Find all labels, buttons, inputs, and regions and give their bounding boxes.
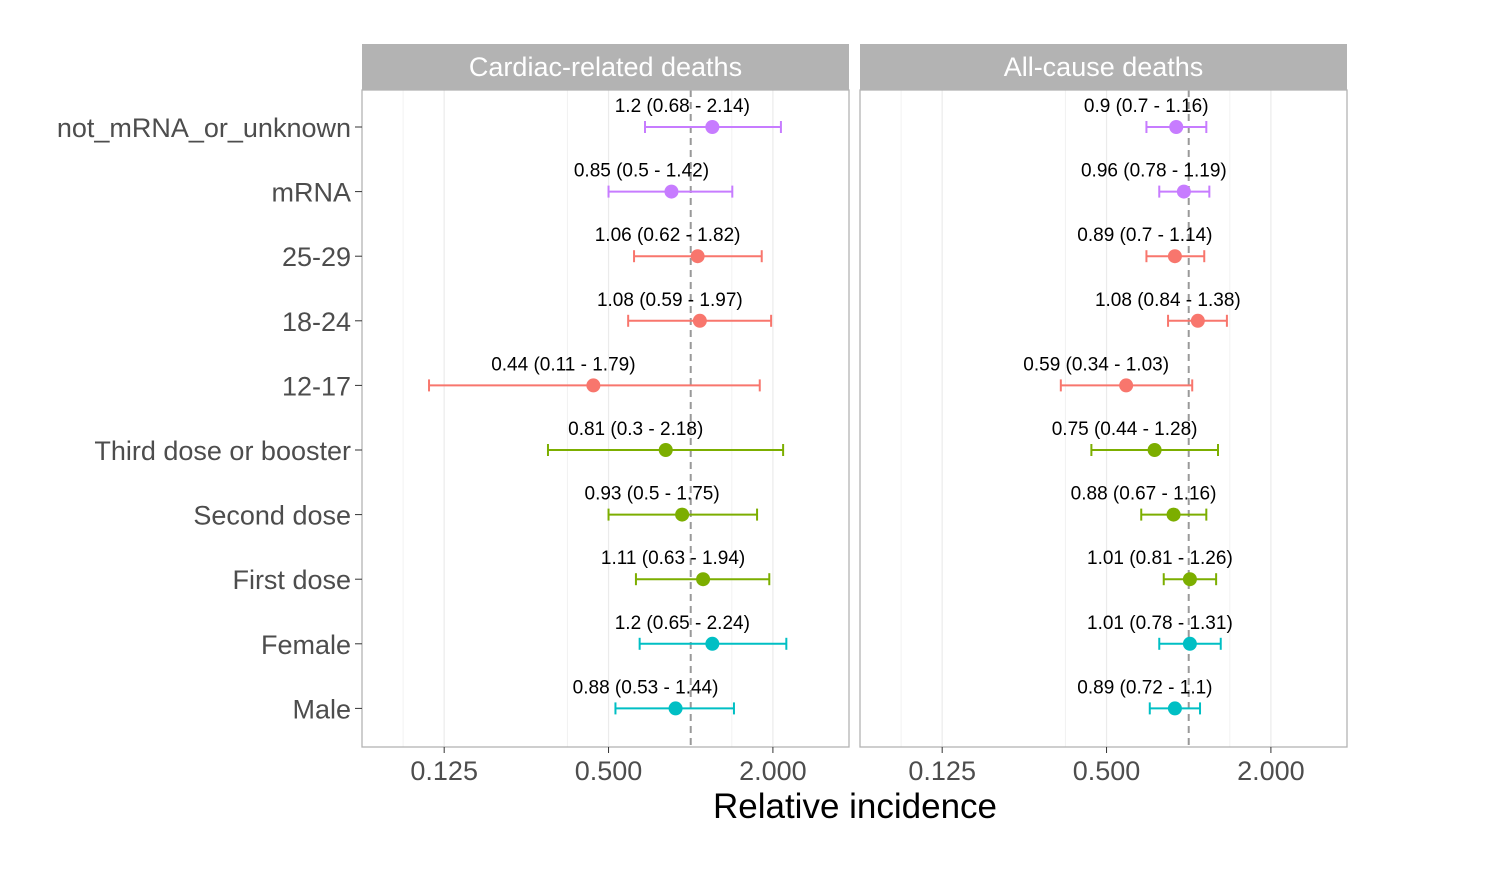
point-estimate bbox=[1167, 249, 1182, 264]
point-estimate bbox=[658, 443, 673, 457]
ci-data-label: 1.08 (0.59 - 1.97) bbox=[597, 290, 743, 311]
ci-data-label: 0.93 (0.5 - 1.75) bbox=[585, 484, 720, 505]
point-estimate bbox=[668, 701, 683, 716]
panel-border bbox=[859, 89, 1348, 748]
category-label: not_mRNA_or_unknown bbox=[57, 113, 351, 143]
point-estimate bbox=[1182, 636, 1197, 651]
category-label: 25-29 bbox=[282, 242, 351, 272]
point-estimate bbox=[1166, 507, 1181, 522]
category-label: Male bbox=[292, 694, 351, 724]
x-tick-label: 0.500 bbox=[575, 756, 643, 786]
x-tick-label: 0.125 bbox=[908, 756, 976, 786]
x-tick-label: 2.000 bbox=[1237, 756, 1305, 786]
panels-layer: Cardiac-related deaths 0.125 0.500 2.000 1.2… bbox=[361, 44, 1348, 786]
category-label: Third dose or booster bbox=[94, 436, 351, 466]
panel-title: All-cause deaths bbox=[1004, 52, 1204, 82]
ci-data-label: 1.11 (0.63 - 1.94) bbox=[601, 548, 745, 569]
panel-1: Cardiac-related deaths 0.125 0.500 2.000 1.2… bbox=[361, 44, 850, 786]
point-estimate bbox=[1190, 313, 1205, 328]
ci-data-label: 0.88 (0.53 - 1.44) bbox=[573, 677, 719, 698]
ci-data-label: 0.85 (0.5 - 1.42) bbox=[574, 161, 709, 182]
ci-data-label: 0.89 (0.72 - 1.1) bbox=[1077, 677, 1212, 698]
point-estimate bbox=[696, 572, 711, 587]
point-estimate bbox=[1176, 184, 1191, 199]
x-tick-label: 0.500 bbox=[1073, 756, 1141, 786]
panel-strip bbox=[860, 44, 1347, 90]
point-estimate bbox=[692, 313, 707, 328]
category-labels: not_mRNA_or_unknown mRNA 25-29 18-24 12-17 Th… bbox=[57, 113, 362, 724]
category-label: mRNA bbox=[272, 178, 352, 208]
point-estimate bbox=[664, 184, 679, 199]
ci-data-label: 1.01 (0.81 - 1.26) bbox=[1087, 548, 1233, 569]
panel-strip bbox=[362, 44, 849, 90]
category-label: 12-17 bbox=[282, 371, 351, 401]
ci-data-label: 1.01 (0.78 - 1.31) bbox=[1087, 613, 1233, 634]
ci-data-label: 0.59 (0.34 - 1.03) bbox=[1023, 354, 1169, 375]
ci-data-label: 0.81 (0.3 - 2.18) bbox=[568, 419, 703, 440]
ci-data-label: 0.89 (0.7 - 1.14) bbox=[1077, 225, 1212, 246]
panel-border bbox=[361, 89, 850, 748]
ci-data-label: 0.88 (0.67 - 1.16) bbox=[1071, 484, 1217, 505]
panel-background bbox=[860, 90, 1347, 747]
point-estimate bbox=[690, 249, 705, 264]
point-estimate bbox=[675, 507, 690, 522]
ci-data-label: 1.06 (0.62 - 1.82) bbox=[595, 225, 741, 246]
panel-2: All-cause deaths 0.125 0.500 2.000 0.9 (0.7 … bbox=[859, 44, 1348, 786]
x-tick-label: 2.000 bbox=[739, 756, 807, 786]
point-estimate bbox=[1147, 443, 1162, 457]
point-estimate bbox=[1167, 701, 1182, 716]
ci-data-label: 0.96 (0.78 - 1.19) bbox=[1081, 161, 1227, 182]
x-axis-title: Relative incidence bbox=[713, 787, 997, 826]
category-label: 18-24 bbox=[282, 307, 351, 337]
ci-data-label: 0.44 (0.11 - 1.79) bbox=[491, 354, 635, 375]
ci-data-label: 0.75 (0.44 - 1.28) bbox=[1052, 419, 1198, 440]
category-label: First dose bbox=[232, 565, 351, 595]
point-estimate bbox=[1119, 378, 1134, 393]
ci-data-label: 1.2 (0.68 - 2.14) bbox=[615, 96, 750, 117]
ci-data-label: 1.08 (0.84 - 1.38) bbox=[1095, 290, 1241, 311]
ci-data-label: 1.2 (0.65 - 2.24) bbox=[615, 613, 750, 634]
panel-title: Cardiac-related deaths bbox=[469, 52, 742, 82]
point-estimate bbox=[705, 120, 720, 134]
category-label: Second dose bbox=[193, 501, 351, 531]
x-tick-label: 0.125 bbox=[410, 756, 478, 786]
point-estimate bbox=[586, 378, 601, 393]
category-label: Female bbox=[261, 630, 351, 660]
point-estimate bbox=[705, 636, 720, 651]
panel-background bbox=[362, 90, 849, 747]
point-estimate bbox=[1169, 120, 1184, 134]
point-estimate bbox=[1182, 572, 1197, 587]
ci-data-label: 0.9 (0.7 - 1.16) bbox=[1084, 96, 1209, 117]
